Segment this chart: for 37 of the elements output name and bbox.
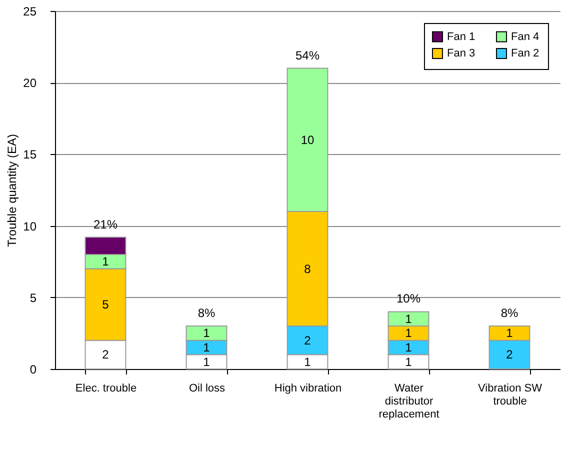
data-label: 1 [203,340,210,355]
data-label: 1 [405,326,412,340]
y-tick-label: 15 [23,148,37,162]
annotation: 21% [93,217,118,232]
data-label: 1 [304,354,312,369]
data-label: 1 [203,326,210,340]
x-tick-label: High vibration [274,382,342,394]
annotation: 54% [295,48,320,62]
y-axis-title: Trouble quantity (EA) [5,134,20,247]
data-label: 2 [304,333,312,348]
data-label: 1 [102,254,110,269]
data-label: 1 [203,354,210,369]
y-tick-label: 0 [30,362,37,376]
data-label: 2 [102,348,110,362]
legend-label: Fan 1 [447,30,476,43]
annotation: 10% [396,292,421,306]
x-tick-label: Vibration SW trouble [478,382,543,408]
annotation: 8% [500,306,518,320]
x-tick-label: Water distributor replacement [378,382,440,420]
data-label: 10 [300,132,314,147]
y-tick-label: 20 [23,76,37,90]
y-tick-label: 5 [30,290,37,305]
data-label: 1 [405,354,412,369]
data-label: 8 [304,262,312,276]
x-tick-label: Elec. trouble [75,382,137,394]
legend-label: Fan 4 [511,30,540,43]
data-label: 5 [102,298,110,312]
legend-label: Fan 3 [447,48,476,60]
y-tick-label: 25 [23,4,37,18]
data-label: 1 [405,340,412,355]
data-label: 1 [405,312,412,326]
annotation: 8% [198,306,216,320]
y-tick-label: 10 [23,219,37,234]
data-label: 2 [506,348,514,362]
data-label: 1 [506,326,514,340]
legend-label: Fan 2 [511,48,540,60]
x-tick-label: Oil loss [188,382,226,394]
